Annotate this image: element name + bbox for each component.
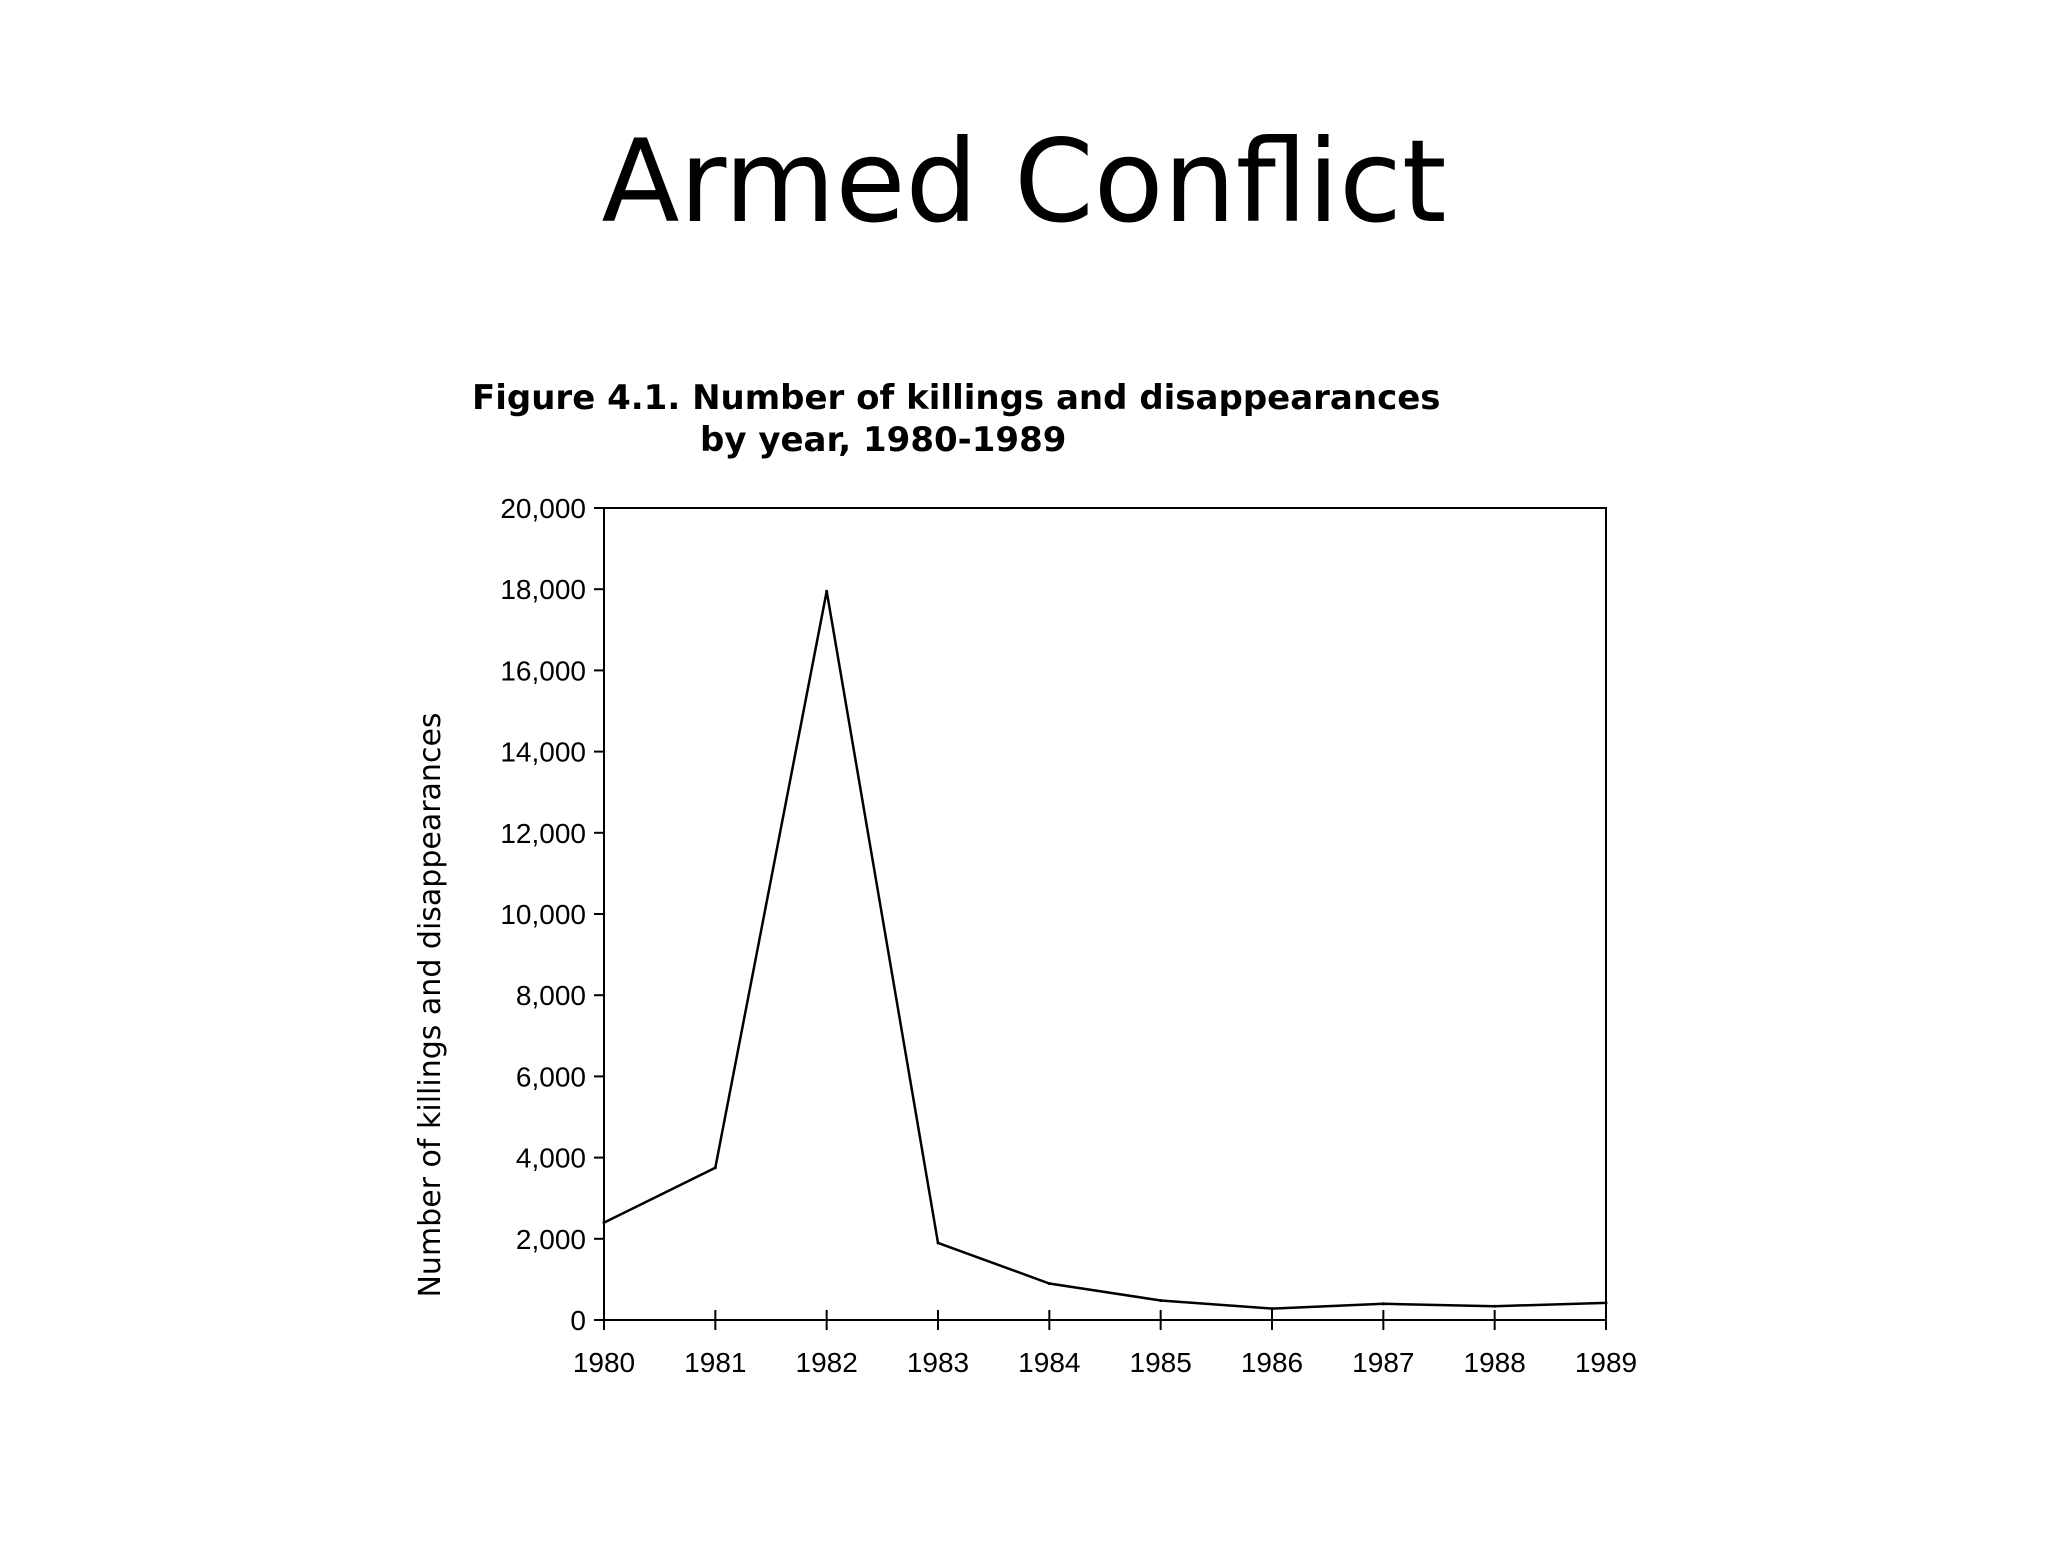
series-layer bbox=[602, 589, 1608, 1311]
y-tick-label: 16,000 bbox=[500, 655, 586, 686]
y-tick-label: 20,000 bbox=[500, 493, 586, 524]
x-tick-label: 1984 bbox=[1018, 1347, 1080, 1378]
y-tick-label: 10,000 bbox=[500, 899, 586, 930]
data-point bbox=[1047, 1281, 1051, 1285]
x-tick-label: 1988 bbox=[1464, 1347, 1526, 1378]
y-tick-label: 4,000 bbox=[516, 1143, 586, 1174]
data-point bbox=[1159, 1299, 1163, 1303]
x-tick-label: 1989 bbox=[1575, 1347, 1637, 1378]
data-point bbox=[825, 589, 829, 593]
figure-title: Figure 4.1. Number of killings and disap… bbox=[472, 378, 1441, 460]
y-tick-label: 0 bbox=[570, 1305, 586, 1336]
x-tick-label: 1985 bbox=[1130, 1347, 1192, 1378]
y-tick-label: 12,000 bbox=[500, 818, 586, 849]
data-point bbox=[602, 1221, 606, 1225]
y-tick-label: 2,000 bbox=[516, 1224, 586, 1255]
plot-frame bbox=[603, 507, 1607, 1321]
figure-title-line-1: Figure 4.1. Number of killings and disap… bbox=[472, 378, 1441, 418]
x-tick-label: 1981 bbox=[684, 1347, 746, 1378]
data-point bbox=[936, 1241, 940, 1245]
x-tick-label: 1982 bbox=[796, 1347, 858, 1378]
y-axis: 0 2,000 4,000 6,000 8,000 10,000 12,000 14,000 1… bbox=[500, 493, 604, 1336]
data-point bbox=[1381, 1302, 1385, 1306]
x-tick-label: 1986 bbox=[1241, 1347, 1303, 1378]
slide-title: Armed Conflict bbox=[601, 115, 1447, 248]
figure-title-line-2: by year, 1980-1989 bbox=[700, 420, 1066, 460]
y-axis-title: Number of killings and disappearances bbox=[413, 712, 448, 1297]
data-point bbox=[1270, 1307, 1274, 1311]
data-point bbox=[1604, 1301, 1608, 1305]
data-point bbox=[1493, 1304, 1497, 1308]
y-tick-label: 14,000 bbox=[500, 737, 586, 768]
series-line bbox=[603, 590, 1607, 1310]
y-tick-label: 8,000 bbox=[516, 980, 586, 1011]
x-tick-label: 1983 bbox=[907, 1347, 969, 1378]
plot-area bbox=[603, 507, 1607, 1321]
x-tick-label: 1987 bbox=[1352, 1347, 1414, 1378]
x-axis: 1980 1981 1982 1983 1984 1985 1986 1987 1988 1989 bbox=[573, 1310, 1637, 1378]
x-tick-label: 1980 bbox=[573, 1347, 635, 1378]
y-tick-label: 6,000 bbox=[516, 1061, 586, 1092]
data-point bbox=[713, 1166, 717, 1170]
y-tick-label: 18,000 bbox=[500, 574, 586, 605]
